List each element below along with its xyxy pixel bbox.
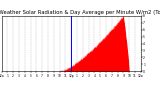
Title: Milwaukee Weather Solar Radiation & Day Average per Minute W/m2 (Today): Milwaukee Weather Solar Radiation & Day … xyxy=(0,10,160,15)
